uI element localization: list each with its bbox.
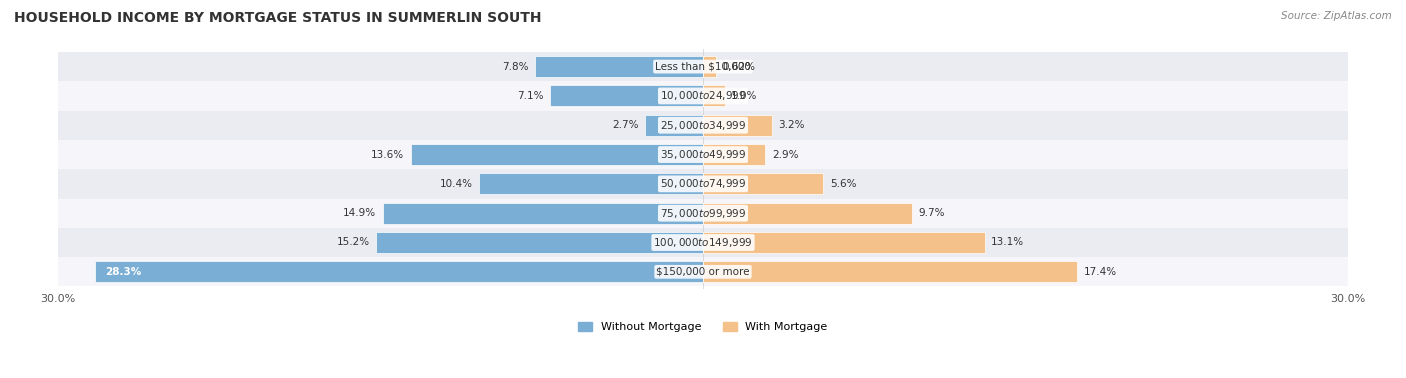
Text: 1.0%: 1.0% [731, 91, 758, 101]
Bar [645, 115, 703, 136]
Bar [58, 228, 1348, 257]
Text: $100,000 to $149,999: $100,000 to $149,999 [654, 236, 752, 249]
Bar [703, 144, 765, 165]
Text: 15.2%: 15.2% [336, 237, 370, 248]
Text: 17.4%: 17.4% [1084, 267, 1116, 277]
Text: $50,000 to $74,999: $50,000 to $74,999 [659, 177, 747, 191]
Bar [58, 81, 1348, 111]
Text: HOUSEHOLD INCOME BY MORTGAGE STATUS IN SUMMERLIN SOUTH: HOUSEHOLD INCOME BY MORTGAGE STATUS IN S… [14, 11, 541, 25]
Text: $25,000 to $34,999: $25,000 to $34,999 [659, 119, 747, 132]
Text: 7.1%: 7.1% [517, 91, 544, 101]
Legend: Without Mortgage, With Mortgage: Without Mortgage, With Mortgage [574, 318, 832, 337]
Text: $75,000 to $99,999: $75,000 to $99,999 [659, 207, 747, 220]
Bar [58, 140, 1348, 169]
Text: 3.2%: 3.2% [779, 120, 804, 130]
Bar [703, 115, 772, 136]
Bar [703, 261, 1077, 282]
Text: 9.7%: 9.7% [918, 208, 945, 218]
Text: 14.9%: 14.9% [343, 208, 377, 218]
Text: 13.1%: 13.1% [991, 237, 1024, 248]
Text: 10.4%: 10.4% [440, 179, 472, 189]
Text: 13.6%: 13.6% [371, 150, 404, 160]
Text: Less than $10,000: Less than $10,000 [655, 62, 751, 71]
Bar [703, 203, 911, 224]
Bar [411, 144, 703, 165]
Bar [536, 56, 703, 77]
Bar [94, 261, 703, 282]
Bar [703, 56, 716, 77]
Bar [58, 52, 1348, 81]
Bar [58, 169, 1348, 198]
Bar [58, 257, 1348, 287]
Text: $35,000 to $49,999: $35,000 to $49,999 [659, 148, 747, 161]
Bar [58, 111, 1348, 140]
Text: 7.8%: 7.8% [502, 62, 529, 71]
Bar [479, 174, 703, 194]
Text: 2.7%: 2.7% [612, 120, 638, 130]
Text: 28.3%: 28.3% [105, 267, 142, 277]
Bar [703, 174, 824, 194]
Bar [58, 198, 1348, 228]
Bar [703, 85, 724, 107]
Bar [550, 85, 703, 107]
Text: 0.62%: 0.62% [723, 62, 756, 71]
Text: 5.6%: 5.6% [830, 179, 856, 189]
Text: $150,000 or more: $150,000 or more [657, 267, 749, 277]
Text: $10,000 to $24,999: $10,000 to $24,999 [659, 90, 747, 102]
Text: Source: ZipAtlas.com: Source: ZipAtlas.com [1281, 11, 1392, 21]
Bar [382, 203, 703, 224]
Bar [377, 232, 703, 253]
Bar [703, 232, 984, 253]
Text: 2.9%: 2.9% [772, 150, 799, 160]
